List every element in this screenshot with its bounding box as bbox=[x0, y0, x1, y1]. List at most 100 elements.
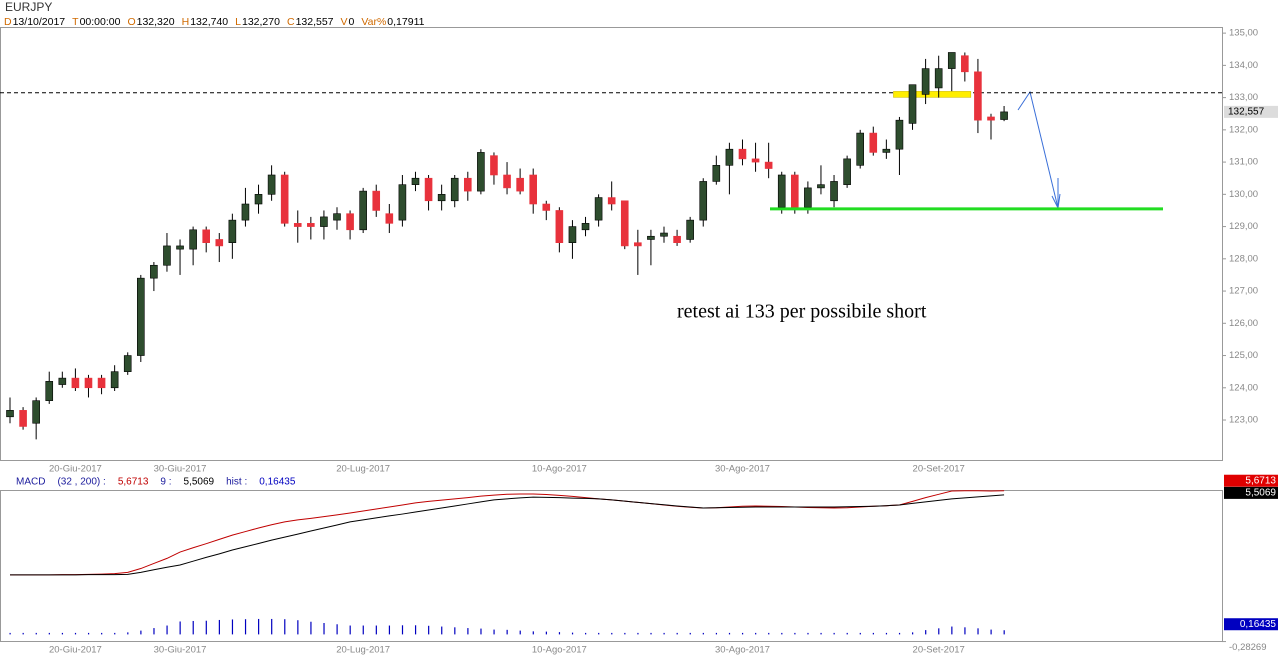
hist-bar bbox=[859, 632, 861, 635]
candle-body bbox=[137, 277, 145, 356]
hist-bar bbox=[388, 625, 391, 635]
candle-body bbox=[19, 410, 27, 427]
macd-line bbox=[10, 490, 1005, 576]
hist-bar bbox=[323, 623, 325, 635]
candle-body bbox=[176, 245, 184, 250]
hist-bar bbox=[74, 632, 77, 635]
hist-bar bbox=[912, 632, 914, 635]
value-box-label: 5,5069 bbox=[1245, 488, 1276, 499]
hist-bar bbox=[48, 632, 50, 635]
candle-body bbox=[699, 181, 708, 221]
hist-bar bbox=[22, 632, 24, 635]
hist-bar bbox=[676, 632, 678, 635]
hist-bar bbox=[401, 625, 404, 635]
x-tick-label: 20-Giu-2017 bbox=[49, 645, 102, 656]
hist-bar bbox=[768, 632, 770, 635]
candle-body bbox=[58, 377, 67, 385]
candle-body bbox=[790, 174, 799, 208]
x-tick-label: 30-Giu-2017 bbox=[154, 464, 207, 475]
candle-body bbox=[123, 355, 132, 372]
candle-body bbox=[764, 161, 773, 169]
candle-body bbox=[568, 226, 577, 243]
hist-bar bbox=[624, 632, 626, 635]
candle-body bbox=[71, 377, 80, 389]
hist-bar bbox=[428, 625, 430, 635]
candle-body bbox=[385, 213, 394, 224]
hist-bar bbox=[794, 632, 796, 635]
hist-bar bbox=[702, 632, 704, 635]
hist-bar bbox=[101, 632, 103, 635]
hist-bar bbox=[35, 632, 37, 635]
info-value: 13/10/2017 bbox=[13, 16, 66, 28]
candle-body bbox=[817, 184, 825, 189]
candle-body bbox=[830, 181, 838, 202]
hist-bar bbox=[414, 625, 417, 635]
candle-body bbox=[6, 410, 14, 418]
y-tick-label: 134,00 bbox=[1229, 60, 1258, 71]
candle-body bbox=[189, 229, 197, 250]
hist-bar bbox=[205, 620, 207, 635]
hist-bar bbox=[506, 629, 508, 635]
y-tick-label: 127,00 bbox=[1229, 286, 1258, 297]
candle-body bbox=[45, 381, 54, 401]
info-key: D bbox=[4, 16, 12, 28]
y-tick-label: 131,00 bbox=[1229, 157, 1258, 168]
candle-body bbox=[202, 229, 210, 243]
y-tick-label: 133,00 bbox=[1229, 92, 1258, 103]
hist-bar bbox=[140, 630, 142, 635]
hist-bar bbox=[9, 632, 11, 635]
value-box bbox=[1224, 486, 1278, 499]
hist-bar bbox=[284, 619, 286, 635]
info-key: C bbox=[287, 16, 295, 28]
hist-bar bbox=[951, 626, 953, 635]
hist-bar bbox=[689, 632, 691, 635]
candle-body bbox=[712, 165, 721, 182]
hist-bar bbox=[454, 627, 456, 635]
hist-bar bbox=[885, 632, 888, 635]
info-key: Var% bbox=[361, 16, 386, 28]
macd-header: (32 , 200) : bbox=[57, 477, 105, 488]
zone-marker bbox=[893, 91, 972, 98]
macd-header: 0,16435 bbox=[259, 477, 296, 488]
candle-body bbox=[581, 223, 590, 231]
candle-body bbox=[777, 174, 786, 208]
hist-bar bbox=[480, 628, 482, 635]
hist-bar bbox=[833, 632, 835, 635]
hist-bar bbox=[493, 629, 495, 635]
info-key: O bbox=[127, 16, 135, 28]
candle-body bbox=[241, 203, 250, 221]
info-value: 132,557 bbox=[296, 16, 334, 28]
info-value: 132,270 bbox=[242, 16, 280, 28]
x-tick-label: 30-Ago-2017 bbox=[715, 464, 770, 475]
hist-bar bbox=[898, 632, 901, 635]
hist-bar bbox=[179, 621, 181, 635]
candle-body bbox=[333, 213, 341, 221]
candle-body bbox=[320, 216, 328, 227]
hist-bar bbox=[441, 626, 443, 635]
hist-bar bbox=[244, 619, 247, 635]
candle-body bbox=[163, 245, 171, 266]
hist-bar bbox=[807, 632, 809, 635]
candle-body bbox=[437, 194, 446, 202]
candle-body bbox=[254, 194, 263, 205]
hist-bar bbox=[127, 632, 129, 635]
candle-body bbox=[477, 152, 485, 192]
hist-bar bbox=[114, 632, 116, 635]
hist-bar bbox=[153, 628, 155, 635]
hist-bar bbox=[519, 630, 521, 635]
candle-body bbox=[895, 119, 904, 150]
hist-bar bbox=[532, 631, 534, 635]
y-tick-label: 128,00 bbox=[1229, 253, 1258, 264]
hist-bar bbox=[781, 632, 783, 635]
hist-bar bbox=[663, 632, 665, 635]
candle-body bbox=[307, 223, 315, 227]
annotation: retest ai 133 per possibile short bbox=[677, 301, 927, 323]
macd-header: hist : bbox=[226, 477, 247, 488]
candle-body bbox=[424, 177, 433, 202]
candle-body bbox=[882, 148, 891, 153]
candle-body bbox=[267, 174, 276, 195]
hist-bar bbox=[192, 620, 194, 635]
candle-body bbox=[974, 71, 982, 121]
